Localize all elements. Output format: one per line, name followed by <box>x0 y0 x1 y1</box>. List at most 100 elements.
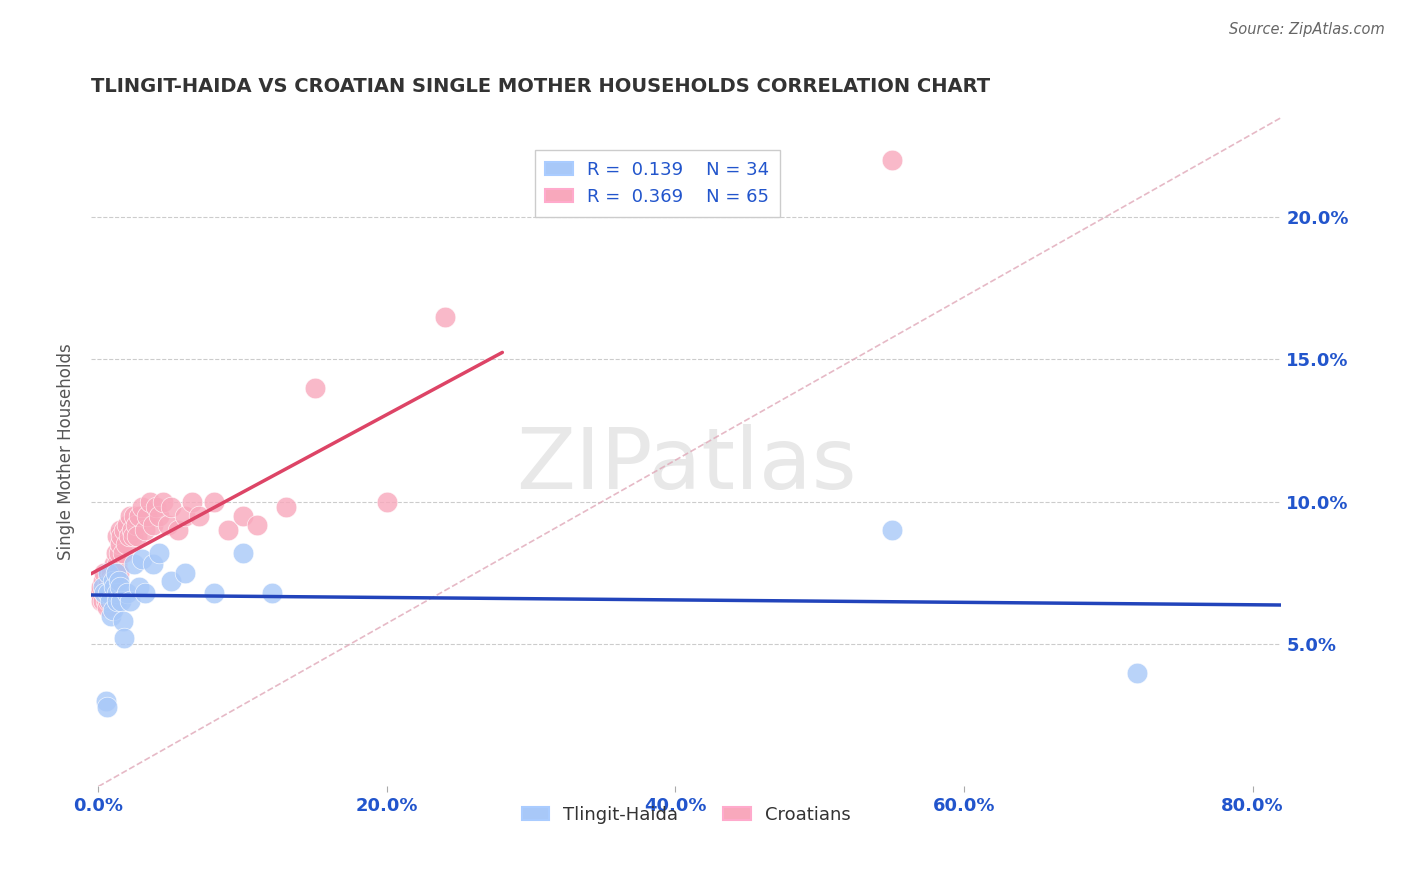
Point <box>93 586 115 600</box>
Y-axis label: Single Mother Households: Single Mother Households <box>58 343 75 560</box>
Point <box>101 594 124 608</box>
Point <box>103 580 125 594</box>
Point <box>217 523 239 537</box>
Point <box>1126 665 1149 680</box>
Point <box>174 566 197 580</box>
Point <box>101 574 124 589</box>
Point <box>94 694 117 708</box>
Point <box>104 566 127 580</box>
Point <box>134 523 156 537</box>
Point <box>103 574 125 589</box>
Point <box>108 523 131 537</box>
Point <box>115 586 138 600</box>
Point <box>260 586 283 600</box>
Text: Source: ZipAtlas.com: Source: ZipAtlas.com <box>1229 22 1385 37</box>
Point <box>152 495 174 509</box>
Point <box>105 586 128 600</box>
Point <box>98 594 121 608</box>
Point <box>121 523 143 537</box>
Point <box>97 574 120 589</box>
Point <box>105 558 128 572</box>
Point <box>98 586 121 600</box>
Point <box>246 517 269 532</box>
Point <box>98 580 121 594</box>
Point <box>115 517 138 532</box>
Point <box>880 523 903 537</box>
Point <box>111 546 134 560</box>
Text: TLINGIT-HAIDA VS CROATIAN SINGLE MOTHER HOUSEHOLDS CORRELATION CHART: TLINGIT-HAIDA VS CROATIAN SINGLE MOTHER … <box>91 78 990 96</box>
Point <box>108 580 131 594</box>
Point <box>124 508 146 523</box>
Point <box>136 508 159 523</box>
Point <box>93 586 115 600</box>
Point <box>156 517 179 532</box>
Point <box>174 508 197 523</box>
Point <box>97 566 120 580</box>
Point <box>148 546 170 560</box>
Point <box>131 500 153 515</box>
Point <box>104 546 127 560</box>
Point <box>880 153 903 168</box>
Point <box>100 566 122 580</box>
Point <box>274 500 297 515</box>
Point <box>110 594 132 608</box>
Point <box>105 594 128 608</box>
Point <box>159 500 181 515</box>
Point <box>94 586 117 600</box>
Point <box>142 517 165 532</box>
Point <box>120 594 142 608</box>
Point <box>188 508 211 523</box>
Point <box>232 546 254 560</box>
Point <box>114 537 136 551</box>
Legend: Tlingit-Haida, Croatians: Tlingit-Haida, Croatians <box>515 798 858 831</box>
Point <box>110 529 132 543</box>
Point <box>181 495 204 509</box>
Point <box>97 594 120 608</box>
Text: ZIPatlas: ZIPatlas <box>516 424 856 507</box>
Point <box>96 600 118 615</box>
Point <box>128 508 150 523</box>
Point <box>375 495 398 509</box>
Point <box>111 615 134 629</box>
Point <box>125 517 148 532</box>
Point <box>122 529 145 543</box>
Point <box>148 508 170 523</box>
Point <box>118 529 141 543</box>
Point <box>433 310 456 324</box>
Point <box>142 558 165 572</box>
Point <box>91 574 114 589</box>
Point <box>127 529 149 543</box>
Point <box>128 580 150 594</box>
Point <box>103 558 125 572</box>
Point <box>96 699 118 714</box>
Point <box>105 529 128 543</box>
Point <box>101 603 124 617</box>
Point <box>112 632 135 646</box>
Point <box>97 586 120 600</box>
Point <box>159 574 181 589</box>
Point <box>96 580 118 594</box>
Point <box>100 574 122 589</box>
Point <box>107 574 129 589</box>
Point <box>120 508 142 523</box>
Point <box>91 580 114 594</box>
Point <box>166 523 188 537</box>
Point <box>100 608 122 623</box>
Point <box>232 508 254 523</box>
Point <box>93 566 115 580</box>
Point <box>101 586 124 600</box>
Point <box>304 381 326 395</box>
Point <box>145 500 167 515</box>
Point <box>124 558 146 572</box>
Point <box>139 495 162 509</box>
Point <box>104 566 127 580</box>
Point <box>107 566 129 580</box>
Point <box>202 495 225 509</box>
Point <box>134 586 156 600</box>
Point <box>107 546 129 560</box>
Point <box>90 594 112 608</box>
Point <box>108 537 131 551</box>
Point <box>112 523 135 537</box>
Point <box>131 551 153 566</box>
Point <box>91 594 114 608</box>
